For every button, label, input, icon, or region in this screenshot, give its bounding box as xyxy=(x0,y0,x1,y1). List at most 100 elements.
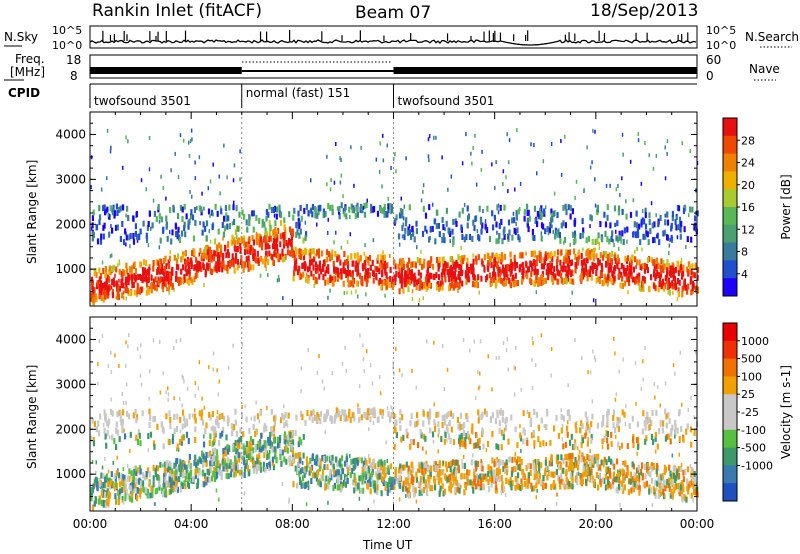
echo-cell xyxy=(632,198,635,203)
echo-cell xyxy=(310,209,313,214)
echo-cell xyxy=(638,489,641,496)
echo-cell xyxy=(424,212,428,219)
echo-cell xyxy=(379,468,382,475)
echo-cell xyxy=(568,265,571,271)
echo-cell xyxy=(618,246,620,251)
echo-cell xyxy=(252,210,255,217)
echo-cell xyxy=(550,265,553,272)
echo-cell xyxy=(258,453,261,460)
echo-cell xyxy=(437,433,440,438)
echo-cell xyxy=(266,450,269,457)
echo-cell xyxy=(601,254,605,261)
echo-cell xyxy=(224,466,227,473)
echo-cell xyxy=(318,461,321,467)
echo-cell xyxy=(120,282,123,289)
echo-cell xyxy=(381,409,384,416)
echo-cell xyxy=(193,207,197,213)
echo-cell xyxy=(542,159,545,164)
echo-cell xyxy=(208,246,211,253)
echo-cell xyxy=(485,475,488,482)
echo-cell xyxy=(488,256,491,263)
echo-cell xyxy=(447,227,450,234)
echo-cell xyxy=(148,167,151,172)
echo-cell xyxy=(668,270,671,277)
echo-cell xyxy=(687,261,690,268)
echo-cell xyxy=(523,481,526,487)
echo-cell xyxy=(395,432,398,439)
echo-cell xyxy=(226,444,229,451)
echo-cell xyxy=(641,247,643,252)
echo-cell xyxy=(311,472,314,479)
echo-cell xyxy=(296,482,299,489)
echo-cell xyxy=(291,460,294,467)
echo-cell xyxy=(259,236,262,243)
echo-cell xyxy=(260,255,263,262)
echo-cell xyxy=(664,213,666,218)
echo-cell xyxy=(413,236,416,243)
echo-cell xyxy=(256,457,259,464)
echo-cell xyxy=(680,426,683,433)
echo-cell xyxy=(317,479,320,486)
echo-cell xyxy=(292,230,295,237)
echo-cell xyxy=(447,187,449,192)
echo-cell xyxy=(104,476,107,483)
echo-cell xyxy=(359,272,362,279)
echo-cell xyxy=(117,499,120,506)
echo-cell xyxy=(139,468,142,475)
echo-cell xyxy=(376,484,379,491)
echo-cell xyxy=(391,276,394,283)
echo-cell xyxy=(363,369,365,374)
echo-cell xyxy=(122,204,125,211)
echo-cell xyxy=(156,474,159,480)
echo-cell xyxy=(412,439,415,446)
echo-cell xyxy=(504,418,507,425)
echo-cell xyxy=(362,474,365,481)
echo-cell xyxy=(310,178,312,183)
echo-cell xyxy=(474,133,476,138)
echo-cell xyxy=(180,465,183,472)
echo-cell xyxy=(157,276,159,281)
echo-cell xyxy=(591,160,593,165)
echo-cell xyxy=(421,230,425,237)
echo-cell xyxy=(299,274,302,280)
echo-cell xyxy=(385,211,389,218)
echo-cell xyxy=(422,410,425,417)
echo-cell xyxy=(326,256,329,263)
echo-cell xyxy=(621,176,623,181)
echo-cell xyxy=(309,457,312,464)
echo-cell xyxy=(477,475,480,480)
echo-cell xyxy=(152,265,155,272)
echo-cell xyxy=(231,430,234,437)
echo-cell xyxy=(550,471,553,478)
echo-cell xyxy=(100,286,103,293)
echo-cell xyxy=(450,469,453,476)
echo-cell xyxy=(124,495,127,502)
echo-cell xyxy=(134,230,137,237)
echo-cell xyxy=(338,272,341,279)
echo-cell xyxy=(225,473,228,479)
echo-cell xyxy=(209,268,212,275)
echo-cell xyxy=(516,128,518,133)
echo-cell xyxy=(350,458,353,465)
echo-cell xyxy=(421,463,424,470)
echo-cell xyxy=(641,263,644,270)
echo-cell xyxy=(354,477,357,484)
echo-cell xyxy=(151,281,154,288)
echo-cell xyxy=(542,263,545,270)
echo-cell xyxy=(381,412,384,419)
echo-cell xyxy=(189,213,193,220)
echo-cell xyxy=(598,246,601,251)
echo-cell xyxy=(501,484,504,491)
echo-cell xyxy=(532,259,535,266)
echo-cell xyxy=(531,386,534,391)
echo-cell xyxy=(381,184,383,189)
echo-cell xyxy=(472,267,475,274)
echo-cell xyxy=(246,248,249,255)
echo-cell xyxy=(493,475,496,481)
echo-cell xyxy=(92,504,95,511)
echo-cell xyxy=(656,480,659,487)
echo-cell xyxy=(339,461,342,468)
echo-cell xyxy=(332,280,335,287)
echo-cell xyxy=(509,263,512,270)
echo-cell xyxy=(496,475,499,482)
